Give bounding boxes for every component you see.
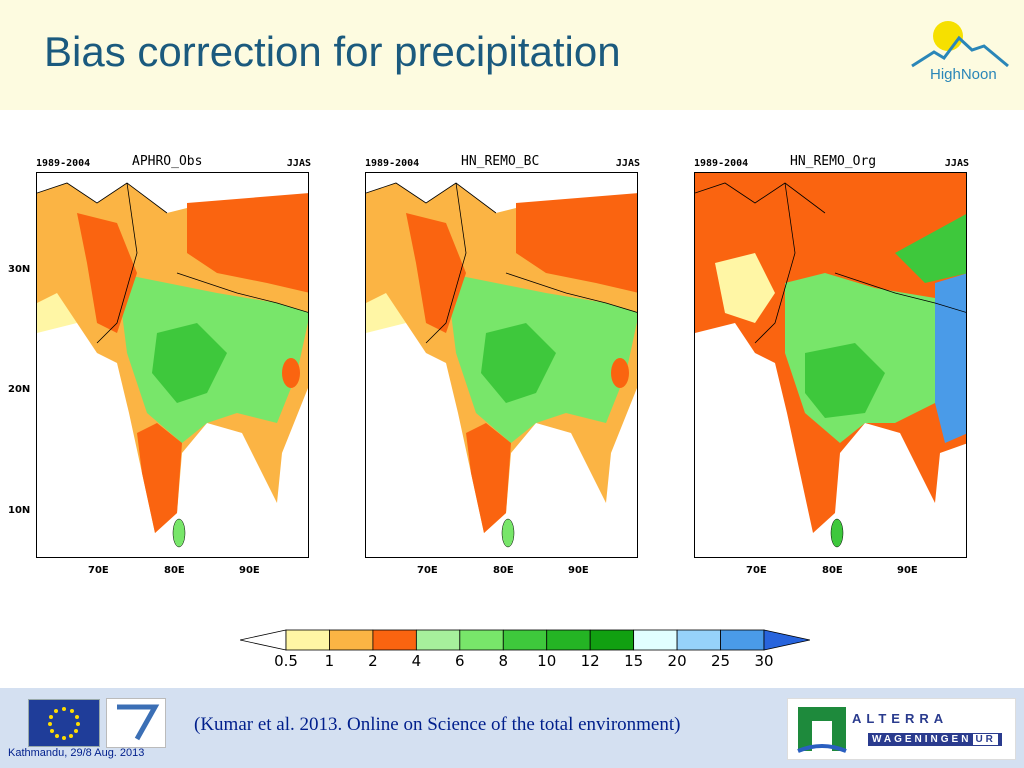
colorbar-swatches xyxy=(239,629,811,651)
colorbar-tick-label: 15 xyxy=(624,652,644,670)
colorbar-swatch xyxy=(459,629,504,651)
y-tick-label: 20N xyxy=(8,384,31,395)
map-frame xyxy=(365,172,638,558)
map-frame xyxy=(694,172,967,558)
map-frame xyxy=(36,172,309,558)
colorbar-tick-label: 30 xyxy=(754,652,774,670)
wageningen-name: WAGENINGEN UR xyxy=(868,733,1002,746)
colorbar-tick-label: 10 xyxy=(537,652,557,670)
x-tick-label: 90E xyxy=(239,565,260,576)
eu-flag-logo xyxy=(28,699,100,747)
ur-label: UR xyxy=(973,734,998,745)
map-title: HN_REMO_BC xyxy=(461,154,540,169)
precipitation-map xyxy=(366,182,637,548)
x-tick-label: 90E xyxy=(897,565,918,576)
colorbar-tick-label: 20 xyxy=(667,652,687,670)
colorbar-tick-label: 4 xyxy=(411,652,422,670)
colorbar-tick-label: 25 xyxy=(710,652,731,670)
colorbar-low-triangle xyxy=(239,629,287,651)
colorbar-swatch xyxy=(415,629,461,651)
x-tick-label: 90E xyxy=(568,565,589,576)
alterra-emblem-icon xyxy=(797,707,847,753)
map-season: JJAS xyxy=(944,158,969,169)
x-tick-label: 80E xyxy=(164,565,185,576)
map-panel-hn-remo-org: 1989-2004 HN_REMO_Org JJAS 70E 80E 90E xyxy=(694,148,974,578)
colorbar-swatch xyxy=(720,629,765,651)
fp7-logo xyxy=(106,698,166,748)
colorbar-tick-label: 8 xyxy=(498,652,509,670)
slide-header: Bias correction for precipitation HighNo… xyxy=(0,0,1024,110)
colorbar-swatch xyxy=(589,629,635,651)
alterra-name: ALTERRA xyxy=(852,711,949,726)
map-period: 1989-2004 xyxy=(365,158,420,169)
colorbar-swatch xyxy=(502,629,548,651)
colorbar-tick-label: 1 xyxy=(324,652,335,670)
citation-text: (Kumar et al. 2013. Online on Science of… xyxy=(194,714,681,735)
map-season: JJAS xyxy=(615,158,640,169)
precipitation-map xyxy=(695,173,966,548)
map-title: HN_REMO_Org xyxy=(790,154,877,169)
map-period: 1989-2004 xyxy=(36,158,91,169)
colorbar-tick-label: 0.5 xyxy=(274,652,298,670)
map-title: APHRO_Obs xyxy=(132,154,203,169)
x-tick-label: 70E xyxy=(746,565,767,576)
precipitation-map xyxy=(37,182,308,548)
x-tick-label: 80E xyxy=(822,565,843,576)
colorbar-swatch xyxy=(372,629,417,651)
map-season: JJAS xyxy=(286,158,311,169)
colorbar-high-triangle xyxy=(763,629,811,651)
x-tick-label: 70E xyxy=(88,565,109,576)
slide-title: Bias correction for precipitation xyxy=(44,28,621,75)
colorbar-tick-label: 2 xyxy=(368,652,378,670)
colorbar-tick-label: 12 xyxy=(580,652,600,670)
map-period: 1989-2004 xyxy=(694,158,749,169)
y-tick-label: 30N xyxy=(8,264,31,275)
colorbar-swatch xyxy=(285,629,330,651)
y-tick-label: 10N xyxy=(8,505,31,516)
alterra-logo: ALTERRA WAGENINGEN UR xyxy=(787,698,1016,760)
colorbar-swatch xyxy=(676,629,721,651)
highnoon-logo xyxy=(911,21,1009,68)
x-tick-label: 80E xyxy=(493,565,514,576)
highnoon-logo-text: HighNoon xyxy=(930,66,997,83)
colorbar-swatch xyxy=(633,629,678,651)
x-tick-label: 70E xyxy=(417,565,438,576)
map-panel-hn-remo-bc: 1989-2004 HN_REMO_BC JJAS 70E 80E 90E xyxy=(365,148,645,578)
colorbar-legend: 0.5 1 2 4 6 8 10 12 15 20 25 30 xyxy=(239,628,811,672)
map-panel-aphro-obs: 1989-2004 APHRO_Obs JJAS 70E 80E 90E 30N… xyxy=(8,148,316,578)
colorbar-swatch xyxy=(546,629,591,651)
footer-date: Kathmandu, 29/8 Aug. 2013 xyxy=(8,747,145,759)
colorbar-swatch xyxy=(329,629,374,651)
colorbar-tick-label: 6 xyxy=(455,652,465,670)
wageningen-label: WAGENINGEN xyxy=(872,734,972,745)
